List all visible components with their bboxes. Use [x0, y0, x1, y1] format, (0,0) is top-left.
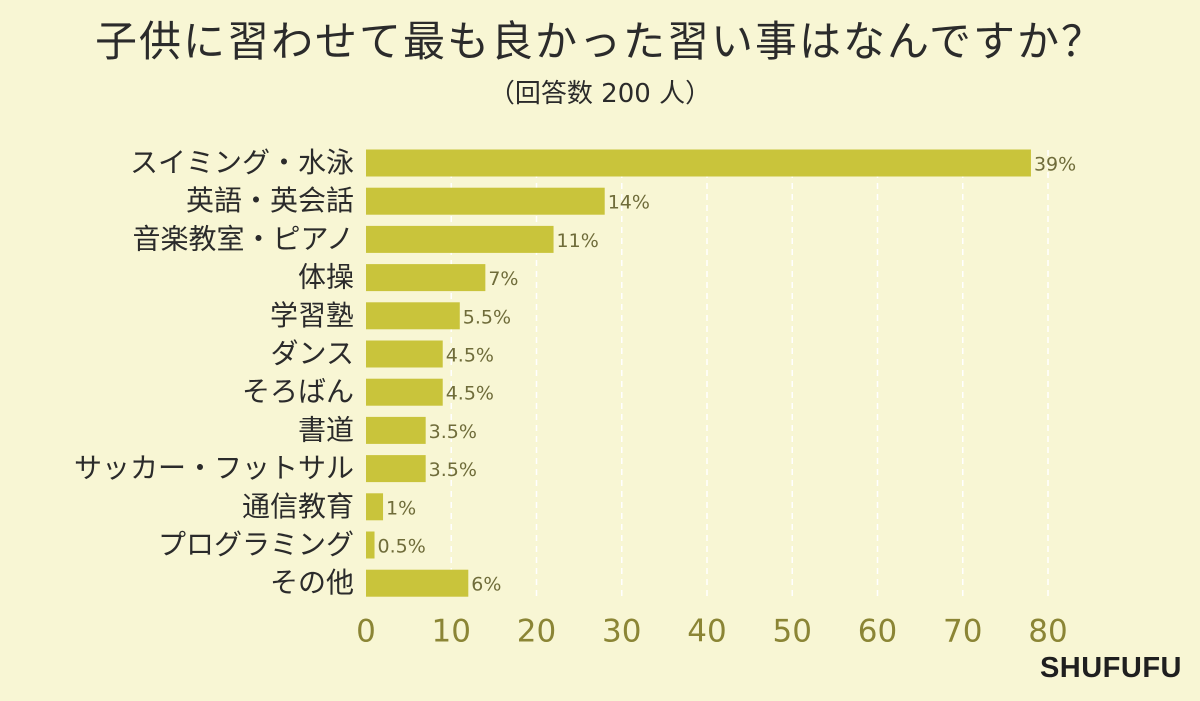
bar — [366, 493, 384, 521]
category-label: サッカー・フットサル — [74, 452, 354, 485]
bar — [366, 225, 554, 253]
bar — [366, 302, 460, 330]
x-tick-label: 80 — [1028, 614, 1067, 650]
x-tick-label: 30 — [602, 614, 641, 650]
brand-logo: SHUFUFU — [1039, 652, 1182, 684]
category-label: ダンス — [271, 337, 354, 370]
x-tick-label: 70 — [943, 614, 982, 650]
data-label: 7% — [488, 268, 518, 290]
data-label: 14% — [608, 192, 650, 214]
x-tick-label: 40 — [687, 614, 726, 650]
category-label: 学習塾 — [270, 299, 354, 332]
data-label: 0.5% — [378, 536, 426, 558]
bar — [366, 531, 375, 559]
bar — [366, 149, 1031, 177]
chart-subtitle: （回答数 200 人） — [488, 79, 712, 109]
x-tick-label: 50 — [773, 614, 812, 650]
category-label: 英語・英会話 — [186, 184, 354, 217]
bar — [366, 187, 605, 215]
category-label: 音楽教室・ピアノ — [133, 222, 354, 255]
data-label: 5.5% — [463, 306, 511, 328]
x-tick-label: 0 — [356, 614, 376, 650]
data-label: 39% — [1034, 154, 1076, 176]
category-label: 体操 — [298, 261, 354, 294]
category-label: プログラミング — [158, 528, 354, 561]
bar — [366, 455, 426, 483]
x-tick-label: 20 — [517, 614, 556, 650]
bar — [366, 416, 426, 444]
data-label: 6% — [471, 574, 501, 596]
x-tick-label: 10 — [432, 614, 471, 650]
data-label: 4.5% — [446, 383, 494, 405]
data-label: 3.5% — [429, 459, 477, 481]
category-label: 書道 — [298, 413, 354, 446]
data-label: 3.5% — [429, 421, 477, 443]
category-label: スイミング・水泳 — [130, 146, 354, 179]
bar — [366, 378, 443, 406]
category-label: 通信教育 — [242, 490, 354, 523]
bar — [366, 569, 469, 597]
data-label: 1% — [386, 497, 416, 519]
x-tick-label: 60 — [858, 614, 897, 650]
category-label: その他 — [270, 566, 354, 599]
data-label: 11% — [557, 230, 599, 252]
bar — [366, 340, 443, 368]
bar — [366, 264, 486, 292]
chart-title: 子供に習わせて最も良かった習い事はなんですか？ — [95, 17, 1105, 66]
data-label: 4.5% — [446, 345, 494, 367]
category-label: そろばん — [242, 375, 354, 408]
